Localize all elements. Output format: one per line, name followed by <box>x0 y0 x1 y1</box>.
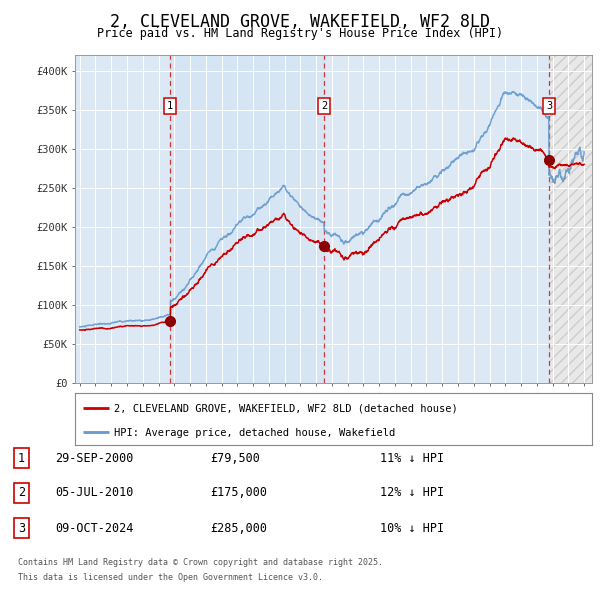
Text: 3: 3 <box>18 522 25 535</box>
Text: 2, CLEVELAND GROVE, WAKEFIELD, WF2 8LD (detached house): 2, CLEVELAND GROVE, WAKEFIELD, WF2 8LD (… <box>114 404 458 414</box>
Text: 2: 2 <box>18 487 25 500</box>
Text: 05-JUL-2010: 05-JUL-2010 <box>55 487 133 500</box>
Text: Price paid vs. HM Land Registry's House Price Index (HPI): Price paid vs. HM Land Registry's House … <box>97 27 503 40</box>
Bar <box>170 55 324 383</box>
Text: £79,500: £79,500 <box>210 451 260 464</box>
Text: 1: 1 <box>18 451 25 464</box>
Text: 2: 2 <box>321 101 327 111</box>
Bar <box>549 55 600 383</box>
Text: 10% ↓ HPI: 10% ↓ HPI <box>380 522 444 535</box>
Text: 12% ↓ HPI: 12% ↓ HPI <box>380 487 444 500</box>
Text: 11% ↓ HPI: 11% ↓ HPI <box>380 451 444 464</box>
Text: 3: 3 <box>546 101 552 111</box>
Text: 29-SEP-2000: 29-SEP-2000 <box>55 451 133 464</box>
Text: This data is licensed under the Open Government Licence v3.0.: This data is licensed under the Open Gov… <box>18 573 323 582</box>
Text: 2, CLEVELAND GROVE, WAKEFIELD, WF2 8LD: 2, CLEVELAND GROVE, WAKEFIELD, WF2 8LD <box>110 13 490 31</box>
Text: 1: 1 <box>167 101 173 111</box>
Text: HPI: Average price, detached house, Wakefield: HPI: Average price, detached house, Wake… <box>114 428 395 438</box>
Text: 09-OCT-2024: 09-OCT-2024 <box>55 522 133 535</box>
Text: Contains HM Land Registry data © Crown copyright and database right 2025.: Contains HM Land Registry data © Crown c… <box>18 558 383 567</box>
Text: £175,000: £175,000 <box>210 487 267 500</box>
Text: £285,000: £285,000 <box>210 522 267 535</box>
